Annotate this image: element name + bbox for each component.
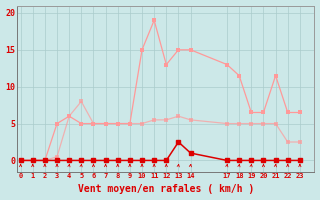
- X-axis label: Vent moyen/en rafales ( km/h ): Vent moyen/en rafales ( km/h ): [77, 184, 254, 194]
